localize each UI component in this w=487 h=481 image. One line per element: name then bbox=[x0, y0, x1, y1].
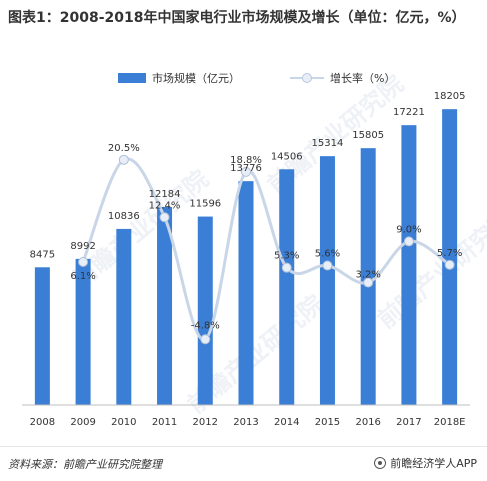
bar-2011 bbox=[157, 207, 173, 405]
x-tick-label: 2015 bbox=[315, 417, 340, 428]
growth-marker-2016 bbox=[363, 277, 374, 288]
bar-2018E bbox=[442, 109, 458, 405]
brand-label: 前瞻经济学人APP bbox=[390, 457, 477, 470]
growth-value-label: 18.8% bbox=[230, 155, 262, 166]
bar-value-label: 11596 bbox=[189, 199, 221, 210]
growth-marker-2009 bbox=[78, 256, 89, 267]
legend-item-bar: 市场规模（亿元） bbox=[118, 70, 240, 86]
growth-line-layer bbox=[78, 154, 455, 345]
bar-value-label: 8475 bbox=[30, 249, 55, 260]
brand: 前瞻经济学人APP bbox=[374, 455, 477, 471]
bar-value-label: 14506 bbox=[271, 151, 303, 162]
labels-layer: 8475 8992 10836 12184 11596 13776 14506 15314 15… bbox=[30, 91, 466, 331]
growth-value-label: -4.8% bbox=[191, 320, 220, 331]
footer: 资料来源：前瞻产业研究院整理 前瞻经济学人APP bbox=[0, 446, 487, 481]
bar-2009 bbox=[75, 258, 91, 405]
growth-marker-2014 bbox=[281, 262, 292, 273]
chart-title: 图表1：2008-2018年中国家电行业市场规模及增长（单位：亿元，%） bbox=[8, 10, 466, 26]
bar-2010 bbox=[116, 228, 132, 405]
growth-value-label: 12.4% bbox=[149, 200, 181, 211]
bar-value-label: 17221 bbox=[393, 107, 425, 118]
growth-marker-2018E bbox=[444, 259, 455, 270]
legend-line-label: 增长率（%） bbox=[330, 72, 396, 85]
bar-value-label: 15314 bbox=[312, 138, 344, 149]
growth-value-label: 6.1% bbox=[70, 271, 95, 282]
growth-marker-2015 bbox=[322, 260, 333, 271]
bars-layer bbox=[34, 109, 458, 405]
bar-2015 bbox=[319, 156, 335, 405]
x-tick-label: 2018E bbox=[434, 417, 466, 428]
bar-value-label: 8992 bbox=[70, 241, 95, 252]
legend-bar-swatch bbox=[118, 73, 146, 83]
x-tick-label: 2008 bbox=[30, 417, 55, 428]
combo-chart: 8475 8992 10836 12184 11596 13776 14506 15314 15… bbox=[22, 91, 470, 428]
x-tick-label: 2017 bbox=[396, 417, 421, 428]
qianzhan-logo-icon bbox=[374, 457, 387, 469]
growth-value-label: 5.3% bbox=[274, 251, 299, 262]
x-tick-label: 2014 bbox=[274, 417, 299, 428]
bar-2012 bbox=[197, 216, 213, 405]
growth-marker-2017 bbox=[403, 236, 414, 247]
bar-value-label: 10836 bbox=[108, 211, 140, 222]
bar-value-label: 13776 bbox=[230, 163, 262, 174]
chart-legend: 市场规模（亿元） 增长率（%） bbox=[0, 70, 487, 90]
legend-item-line: 增长率（%） bbox=[290, 70, 395, 86]
growth-line bbox=[81, 157, 451, 341]
growth-value-label: 5.6% bbox=[315, 249, 340, 260]
bar-2017 bbox=[401, 125, 417, 405]
x-axis: 2008 2009 2010 2011 2012 2013 2014 2015 2016 2017… bbox=[22, 404, 470, 428]
growth-marker-2011 bbox=[159, 212, 170, 223]
legend-bar-label: 市场规模（亿元） bbox=[152, 72, 240, 85]
x-tick-label: 2012 bbox=[193, 417, 218, 428]
growth-value-label: 20.5% bbox=[108, 143, 140, 154]
source-note: 资料来源：前瞻产业研究院整理 bbox=[8, 458, 162, 471]
growth-marker-2013 bbox=[241, 166, 251, 177]
growth-marker-2012 bbox=[200, 334, 211, 345]
growth-value-label: 5.7% bbox=[437, 248, 462, 259]
growth-value-label: 3.2% bbox=[355, 270, 380, 281]
x-tick-label: 2016 bbox=[355, 417, 380, 428]
growth-value-label: 9.0% bbox=[396, 224, 421, 235]
legend-line-swatch bbox=[290, 72, 324, 84]
x-tick-label: 2009 bbox=[70, 417, 95, 428]
growth-marker-2010 bbox=[118, 154, 129, 165]
bar-value-label: 18205 bbox=[434, 91, 466, 102]
x-tick-label: 2010 bbox=[111, 417, 136, 428]
bar-2016 bbox=[360, 148, 376, 405]
x-tick-label: 2011 bbox=[152, 417, 177, 428]
bar-2014 bbox=[279, 169, 295, 405]
bar-value-label: 15805 bbox=[352, 130, 384, 141]
bar-value-label: 12184 bbox=[149, 189, 181, 200]
bar-2008 bbox=[34, 267, 50, 405]
bar-2013 bbox=[238, 181, 254, 405]
x-tick-label: 2013 bbox=[233, 417, 258, 428]
